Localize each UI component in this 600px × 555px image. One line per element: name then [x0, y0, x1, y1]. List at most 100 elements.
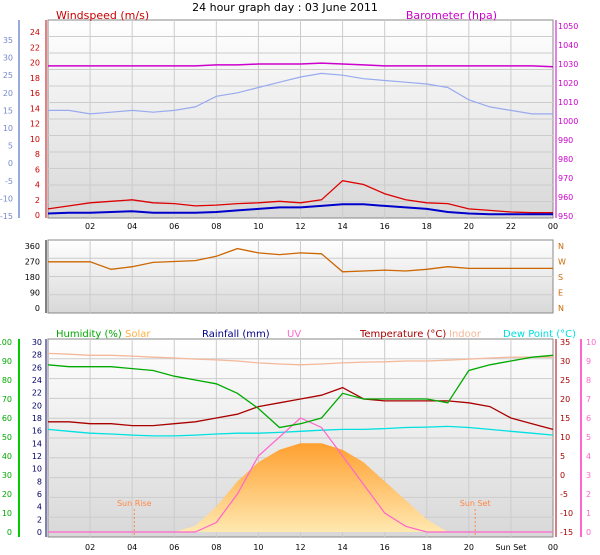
windspeed-axis-tick-label: 20 — [30, 59, 40, 68]
solar-axis-tick-label: 20 — [32, 401, 42, 410]
wind-panel-y-tick-labels: 35302520151050-5-10-15242220181614121086… — [0, 20, 578, 221]
winddir-compass-tick-label: N — [558, 304, 564, 313]
x-tick-label: 00 — [548, 543, 558, 552]
x-tick-label: 12 — [295, 222, 305, 231]
temperature-axis-tick-label: 25 — [560, 376, 570, 385]
windspeed-axis-tick-label: 8 — [35, 150, 40, 159]
humidity-axis-tick-label: 70 — [2, 395, 12, 404]
humidity-axis-tick-label: 0 — [7, 528, 12, 537]
solar-axis-tick-label: 22 — [32, 389, 42, 398]
solar-axis-tick-label: 2 — [37, 515, 42, 524]
temperature-axis-tick-label: 0 — [560, 471, 565, 480]
uv-axis-tick-label: 8 — [586, 376, 591, 385]
x-tick-label: 18 — [422, 222, 432, 231]
solar-axis-tick-label: 18 — [32, 414, 42, 423]
dew-point-series-line — [47, 425, 554, 437]
humidity-axis-tick-label: 50 — [2, 433, 12, 442]
winddir-compass-tick-label: N — [558, 242, 564, 251]
outer-axis-tick-label: 25 — [3, 71, 13, 80]
x-tick-label: 04 — [127, 222, 137, 231]
humidity-axis-tick-label: 20 — [2, 490, 12, 499]
winddir-compass-tick-label: S — [558, 273, 563, 282]
indoor-series-line — [47, 352, 553, 366]
winddir-compass-tick-label: E — [558, 289, 563, 298]
x-tick-label: 02 — [85, 222, 95, 231]
solar-series-area — [48, 443, 553, 532]
sunrise-label: Sun Rise — [117, 499, 152, 508]
outer-axis-tick-label: 30 — [3, 54, 13, 63]
sun-annotations: Sun Rise Sun Set — [117, 499, 491, 537]
temperature-axis-tick-label: 35 — [560, 338, 570, 347]
windspeed-axis-tick-label: 6 — [35, 165, 40, 174]
windspeed-axis-tick-label: 10 — [30, 135, 40, 144]
winddir-panel-grid — [48, 240, 553, 313]
legend-entry: Indoor — [449, 329, 482, 340]
x-tick-label: Sun Set — [495, 543, 526, 552]
winddir-degree-tick-label: 270 — [25, 258, 40, 267]
x-tick-label: 00 — [548, 222, 558, 231]
barometer-axis-tick-label: 960 — [558, 193, 573, 202]
winddir-degree-tick-label: 90 — [30, 289, 40, 298]
outer-axis-tick-label: 15 — [3, 106, 13, 115]
windspeed-axis-tick-label: 14 — [30, 104, 40, 113]
x-tick-label: 06 — [169, 543, 179, 552]
temperature-axis-tick-label: 5 — [560, 452, 565, 461]
barometer-axis-tick-label: 970 — [558, 174, 573, 183]
windspeed-series-line — [47, 180, 553, 214]
legend-entry: Humidity (%) — [56, 329, 122, 340]
solar-axis-tick-label: 10 — [32, 465, 42, 474]
wind-panel-x-tick-labels: 02 04 06 08 10 12 14 16 18 20 22 00 — [85, 222, 558, 231]
outer-axis-tick-label: 10 — [3, 124, 13, 133]
windspeed-axis-tick-label: 2 — [35, 196, 40, 205]
sunset-label: Sun Set — [460, 499, 491, 508]
uv-axis-tick-label: 1 — [586, 509, 591, 518]
solar-axis-tick-label: 30 — [32, 338, 42, 347]
windspeed-axis-tick-label: 16 — [30, 89, 40, 98]
solar-axis-tick-label: 16 — [32, 427, 42, 436]
temperature-axis-tick-label: -15 — [560, 528, 573, 537]
gust-series-line — [47, 203, 553, 216]
humidity-axis-tick-label: 80 — [2, 376, 12, 385]
barometer-axis-tick-label: 980 — [558, 155, 573, 164]
legend-entry: UV — [287, 329, 301, 340]
x-tick-label: 20 — [464, 222, 474, 231]
x-tick-label: 12 — [295, 543, 305, 552]
barometer-axis-tick-label: 1020 — [558, 79, 578, 88]
solar-axis-tick-label: 8 — [37, 477, 42, 486]
x-tick-label: 10 — [253, 222, 263, 231]
windspeed-axis-tick-label: 22 — [30, 43, 40, 52]
x-tick-label: 08 — [211, 543, 221, 552]
legend-entry: Solar — [125, 329, 151, 340]
x-tick-label: 10 — [253, 543, 263, 552]
humidity-axis-tick-label: 100 — [0, 338, 12, 347]
x-tick-label: 20 — [464, 543, 474, 552]
uv-axis-tick-label: 3 — [586, 471, 591, 480]
temperature-axis-tick-label: 10 — [560, 433, 570, 442]
barometer-axis-tick-label: 950 — [558, 212, 573, 221]
uv-axis-tick-label: 5 — [586, 433, 591, 442]
barometer-axis-tick-label: 1000 — [558, 117, 578, 126]
temperature-axis-tick-label: 15 — [560, 414, 570, 423]
legend-entry: Rainfall (mm) — [202, 329, 270, 340]
uv-axis-tick-label: 7 — [586, 395, 591, 404]
windspeed-axis-tick-label: 12 — [30, 120, 40, 129]
windspeed-axis-tick-label: 0 — [35, 211, 40, 220]
outer-axis-tick-label: -15 — [0, 212, 13, 221]
solar-axis-tick-label: 24 — [32, 376, 42, 385]
winddir-compass-tick-label: W — [558, 258, 566, 267]
chart-title: 24 hour graph day : 03 June 2011 — [192, 1, 378, 14]
uv-series-line — [48, 417, 553, 533]
uv-axis-tick-label: 10 — [586, 338, 596, 347]
temp-panel-y-tick-labels: 1009080706050403020100302826242220181614… — [0, 338, 596, 537]
winddir-series-line — [48, 247, 553, 273]
x-tick-label: 02 — [85, 543, 95, 552]
x-tick-label: 06 — [169, 222, 179, 231]
x-tick-label: 18 — [422, 543, 432, 552]
solar-axis-tick-label: 6 — [37, 490, 42, 499]
x-tick-label: 16 — [380, 222, 390, 231]
barometer-axis-label: Barometer (hpa) — [406, 9, 497, 22]
outer-axis-tick-label: 35 — [3, 36, 13, 45]
temperature-axis-tick-label: 30 — [560, 357, 570, 366]
uv-axis-tick-label: 6 — [586, 414, 591, 423]
